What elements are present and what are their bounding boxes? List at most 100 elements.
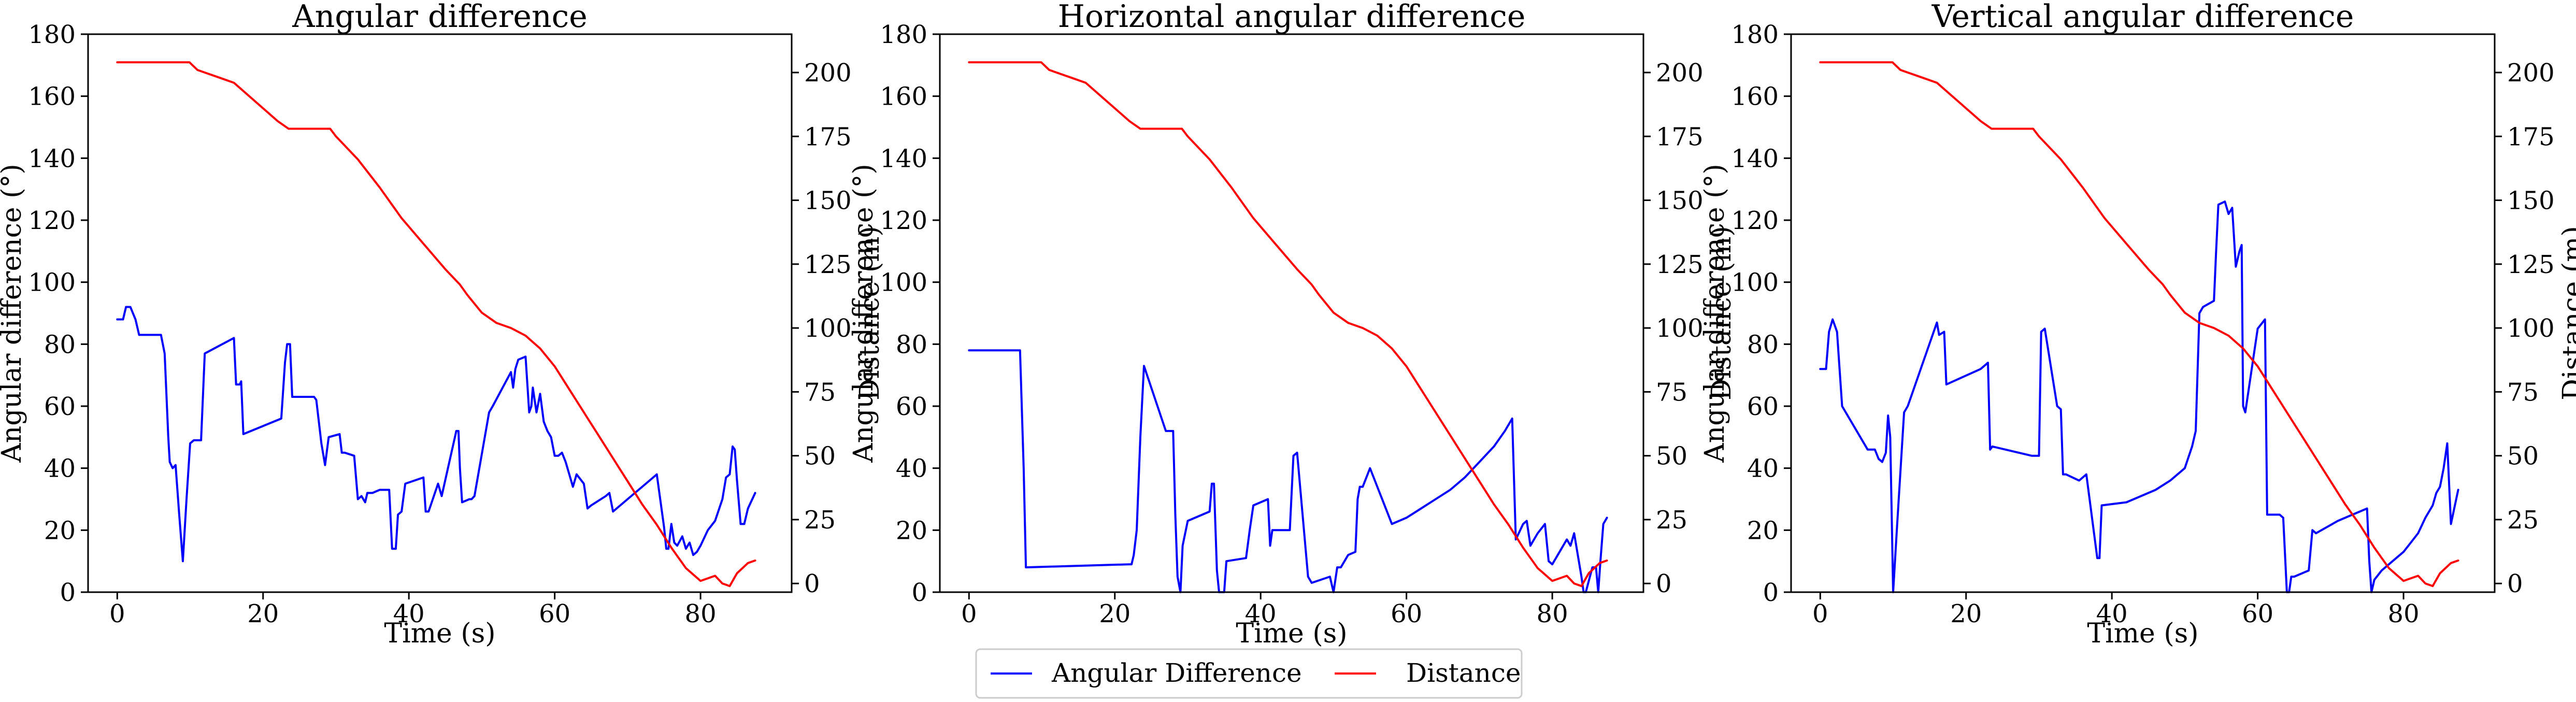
- y-tick-label: 20: [896, 516, 927, 545]
- chart-title: Vertical angular difference: [1931, 0, 2354, 35]
- y-tick-label: 40: [1747, 454, 1779, 483]
- series-line-distance: [968, 61, 1608, 588]
- y-tick-label: 140: [880, 144, 927, 173]
- x-axis-label: Time (s): [384, 618, 495, 649]
- y2-tick-label: 125: [2507, 250, 2555, 279]
- x-tick-label: 40: [1245, 599, 1277, 628]
- y2-tick-label: 125: [1656, 250, 1704, 279]
- x-tick-label: 20: [1950, 599, 1982, 628]
- y-tick-label: 160: [1731, 82, 1779, 111]
- y-tick-label: 0: [60, 578, 76, 607]
- legend: Angular Difference Distance: [975, 648, 1523, 699]
- y2-tick-label: 200: [2507, 59, 2555, 88]
- y-tick-label: 120: [28, 206, 76, 235]
- x-tick-label: 20: [247, 599, 279, 628]
- y2-tick-label: 150: [1656, 187, 1704, 216]
- series-line-angular-difference: [1819, 200, 2459, 593]
- x-tick-label: 60: [2242, 599, 2273, 628]
- legend-label-angular-difference: Angular Difference: [1051, 658, 1302, 688]
- y-tick-label: 60: [1747, 392, 1779, 421]
- x-axis-label: Time (s): [1236, 618, 1347, 649]
- y2-tick-label: 0: [2507, 569, 2523, 598]
- y-axis-label: Angular difference (°): [0, 164, 27, 463]
- y-tick-label: 100: [1731, 268, 1779, 297]
- y-tick-label: 100: [880, 268, 927, 297]
- series-line-distance: [1819, 61, 2459, 588]
- y-tick-label: 0: [1763, 578, 1779, 607]
- plot-frame: [1790, 33, 2496, 593]
- y-tick-label: 140: [28, 144, 76, 173]
- y-tick-label: 80: [896, 330, 927, 359]
- x-tick-label: 40: [393, 599, 425, 628]
- chart-title: Angular difference: [292, 0, 587, 35]
- chart-title: Horizontal angular difference: [1058, 0, 1526, 35]
- y-tick-label: 180: [1731, 20, 1779, 49]
- legend-label-distance: Distance: [1406, 658, 1521, 688]
- y2-tick-label: 150: [804, 187, 852, 216]
- y2-tick-label: 75: [804, 378, 836, 407]
- y-axis-label: Angular difference (°): [848, 164, 879, 463]
- y2-tick-label: 25: [804, 506, 836, 535]
- plot-frame: [87, 33, 793, 593]
- y-tick-label: 160: [880, 82, 927, 111]
- y2-tick-label: 25: [2507, 506, 2539, 535]
- y-axis-label: Angular difference (°): [1699, 164, 1730, 463]
- y-tick-label: 40: [44, 454, 76, 483]
- y-tick-label: 100: [28, 268, 76, 297]
- y2-axis-label: Distance (m): [854, 226, 885, 400]
- plot-frame: [939, 33, 1644, 593]
- y2-axis-label: Distance (m): [1706, 226, 1737, 400]
- y2-tick-label: 0: [804, 569, 820, 598]
- y2-tick-label: 175: [804, 122, 852, 151]
- x-tick-label: 60: [539, 599, 570, 628]
- y2-tick-label: 200: [1656, 59, 1704, 88]
- legend-frame: [975, 648, 1523, 699]
- series-line-angular-difference: [116, 306, 756, 563]
- y2-tick-label: 175: [1656, 122, 1704, 151]
- y-tick-label: 180: [28, 20, 76, 49]
- series-line-distance: [116, 61, 756, 588]
- x-tick-label: 0: [961, 599, 977, 628]
- subplot-2: 0 20 40 60 80 0 20 40 60 80 100 120 140 160 180 0 25 50 75…: [848, 0, 1737, 649]
- series-line-angular-difference: [968, 349, 1608, 593]
- y-tick-label: 40: [896, 454, 927, 483]
- x-tick-label: 80: [1537, 599, 1568, 628]
- y-tick-label: 180: [880, 20, 927, 49]
- y2-tick-label: 0: [1656, 569, 1672, 598]
- y2-tick-label: 150: [2507, 187, 2555, 216]
- y-tick-label: 60: [44, 392, 76, 421]
- y-tick-label: 120: [880, 206, 927, 235]
- y2-tick-label: 50: [804, 442, 836, 471]
- y-tick-label: 60: [896, 392, 927, 421]
- y2-tick-label: 50: [2507, 442, 2539, 471]
- x-tick-label: 60: [1391, 599, 1422, 628]
- y-tick-label: 20: [1747, 516, 1779, 545]
- x-tick-label: 80: [2388, 599, 2420, 628]
- x-axis-label: Time (s): [2087, 618, 2198, 649]
- y2-tick-label: 25: [1656, 506, 1687, 535]
- x-tick-label: 20: [1099, 599, 1130, 628]
- x-tick-label: 0: [1812, 599, 1828, 628]
- subplot-panels: 0 20 40 60 80 0 20 40 60 80 100 120 140 160 180 0 25 50 75…: [0, 0, 2576, 649]
- x-tick-label: 40: [2096, 599, 2128, 628]
- x-tick-label: 80: [685, 599, 717, 628]
- y2-tick-label: 75: [1656, 378, 1687, 407]
- y-tick-label: 0: [911, 578, 927, 607]
- x-tick-label: 0: [109, 599, 125, 628]
- y2-tick-label: 125: [804, 250, 852, 279]
- y2-tick-label: 75: [2507, 378, 2539, 407]
- subplot-1: 0 20 40 60 80 0 20 40 60 80 100 120 140 160 180 0 25 50 75…: [0, 0, 885, 649]
- y-tick-label: 80: [1747, 330, 1779, 359]
- y-tick-label: 20: [44, 516, 76, 545]
- y2-tick-label: 50: [1656, 442, 1687, 471]
- y-tick-label: 80: [44, 330, 76, 359]
- y-tick-label: 140: [1731, 144, 1779, 173]
- y-tick-label: 120: [1731, 206, 1779, 235]
- y2-tick-label: 100: [2507, 314, 2555, 343]
- y-tick-label: 160: [28, 82, 76, 111]
- y2-tick-label: 200: [804, 59, 852, 88]
- y2-tick-label: 100: [804, 314, 852, 343]
- y2-tick-label: 175: [2507, 122, 2555, 151]
- y2-tick-label: 100: [1656, 314, 1704, 343]
